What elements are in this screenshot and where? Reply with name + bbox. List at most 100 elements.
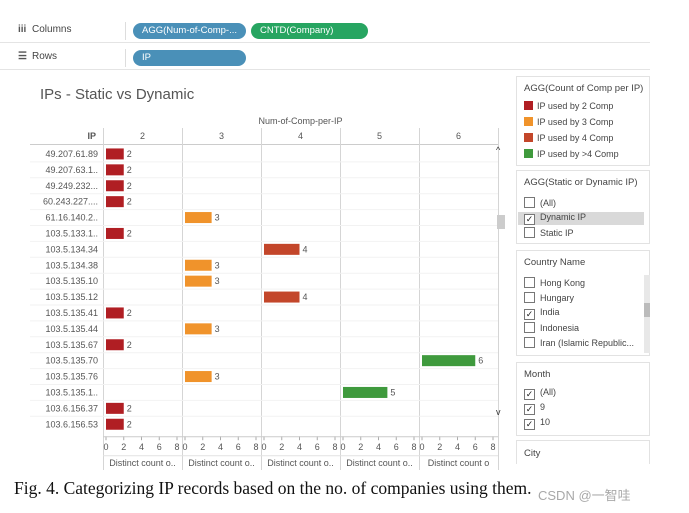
bar-data-label: 2 [127,165,132,175]
axis-tick-label: 6 [236,442,241,452]
bar-mark [185,371,212,383]
month-option-label: 9 [540,402,546,412]
panel-header-2: 2 [140,131,145,141]
legend-label: IP used by 3 Comp [537,117,614,127]
row-label-ip: 103.5.133.1.. [45,228,98,238]
legend-label: IP used by 4 Comp [537,133,614,143]
panel-header-3: 3 [219,131,224,141]
static-dynamic-filter-title: AGG(Static or Dynamic IP) [524,177,638,188]
bar-data-label: 4 [303,292,308,302]
columns-icon: iii [18,24,27,35]
checkbox[interactable]: ✓ [524,309,535,320]
axis-tick-label: 0 [340,442,345,452]
static-dynamic-option-label: (All) [540,198,556,208]
bar-data-label: 2 [127,228,132,238]
country-scrollbar[interactable] [644,275,650,353]
row-label-ip: 49.207.63.1.. [45,165,98,175]
bar-mark [106,402,124,414]
checkbox[interactable]: ✓ [524,419,535,430]
country-option[interactable]: Iran (Islamic Republic... [524,337,634,350]
scroll-down-icon[interactable]: v [496,407,501,417]
month-filter-card: Month ✓ (All) ✓ 9 ✓ 10 [516,362,650,436]
column-pill-agg-num-comp[interactable]: AGG(Num-of-Comp-... [133,23,246,39]
axis-tick-label: 8 [175,442,180,452]
bar-data-label: 2 [127,340,132,350]
bar-data-label: 4 [303,244,308,254]
rows-icon: ☰ [18,51,27,62]
legend-swatch [524,133,533,142]
bar-mark [106,180,124,192]
row-label-ip: 49.249.232... [45,181,98,191]
bar-chart: Num-of-Comp-per-IP IP 2 0 2 4 6 8 Distinct count… [30,116,499,470]
month-option-label: (All) [540,387,556,397]
checkbox[interactable] [524,322,535,333]
bar-mark [106,227,124,239]
row-label-ip: 103.5.135.76 [45,372,98,382]
month-filter-title: Month [524,369,551,380]
column-header: Num-of-Comp-per-IP [258,116,342,126]
bar-mark [106,307,124,319]
checkbox[interactable] [524,292,535,303]
legend-item[interactable]: IP used by >4 Comp [524,149,619,161]
color-legend-card: AGG(Count of Comp per IP) IP used by 2 C… [516,76,650,166]
row-header-ip: IP [87,131,96,141]
row-label-ip: 103.5.135.12 [45,292,98,302]
bar-data-label: 3 [215,324,220,334]
static-dynamic-option[interactable]: Static IP [524,227,574,240]
legend-title: AGG(Count of Comp per IP) [524,83,644,94]
month-option[interactable]: ✓ 9 [524,402,545,415]
country-option-label: India [540,307,560,317]
checkbox[interactable] [524,337,535,348]
country-option-label: Hong Kong [540,278,586,288]
axis-tick-label: 2 [279,442,284,452]
panel-axis-title: Distinct count o.. [188,458,255,468]
country-option[interactable]: Hungary [524,292,574,305]
row-label-ip: 103.5.134.38 [45,260,98,270]
legend-item[interactable]: IP used by 3 Comp [524,117,613,129]
row-label-ip: 103.5.135.41 [45,308,98,318]
city-filter-card: City [516,440,650,464]
scroll-up-icon[interactable]: ^ [496,145,501,155]
rows-shelf: ☰ Rows IP [0,47,650,70]
country-option[interactable]: ✓ India [524,307,560,320]
month-option[interactable]: ✓ 10 [524,417,550,430]
legend-item[interactable]: IP used by 2 Comp [524,101,613,113]
checkbox[interactable]: ✓ [524,404,535,415]
row-label-ip: 103.5.134.34 [45,244,98,254]
bar-mark [343,386,388,398]
chart-scrollbar[interactable]: ^ v [494,145,508,420]
panel-axis-title: Distinct count o.. [109,458,176,468]
month-option[interactable]: ✓ (All) [524,387,556,400]
city-filter-title: City [524,448,541,459]
legend-swatch [524,149,533,158]
row-label-ip: 103.5.135.67 [45,340,98,350]
bar-mark [106,418,124,430]
scroll-thumb[interactable] [497,215,505,229]
checkbox[interactable] [524,227,535,238]
legend-item[interactable]: IP used by 4 Comp [524,133,613,145]
country-scroll-thumb[interactable] [644,303,650,317]
bar-mark [264,243,300,255]
static-dynamic-option[interactable]: ✓ Dynamic IP [518,212,644,225]
bar-data-label: 3 [215,372,220,382]
panel-axis-title: Distinct count o [428,458,490,468]
country-option[interactable]: Indonesia [524,322,579,335]
country-option-label: Indonesia [540,323,580,333]
checkbox[interactable] [524,277,535,288]
checkbox[interactable]: ✓ [524,214,535,225]
column-pill-cntd-company[interactable]: CNTD(Company) [251,23,368,39]
country-filter-title: Country Name [524,257,586,268]
static-dynamic-option[interactable]: (All) [524,197,556,210]
bar-data-label: 3 [215,213,220,223]
bar-mark [185,323,212,335]
country-filter-card: Country Name Hong Kong Hungary ✓ India Indon… [516,250,650,356]
checkbox[interactable]: ✓ [524,389,535,400]
row-pill-ip[interactable]: IP [133,50,246,66]
bar-data-label: 2 [127,403,132,413]
checkbox[interactable] [524,197,535,208]
bar-mark [106,196,124,208]
columns-shelf: iii Columns AGG(Num-of-Comp-... CNTD(Com… [0,20,650,43]
country-option[interactable]: Hong Kong [524,277,585,290]
row-label-ip: 103.6.156.37 [45,403,98,413]
axis-tick-label: 6 [315,442,320,452]
